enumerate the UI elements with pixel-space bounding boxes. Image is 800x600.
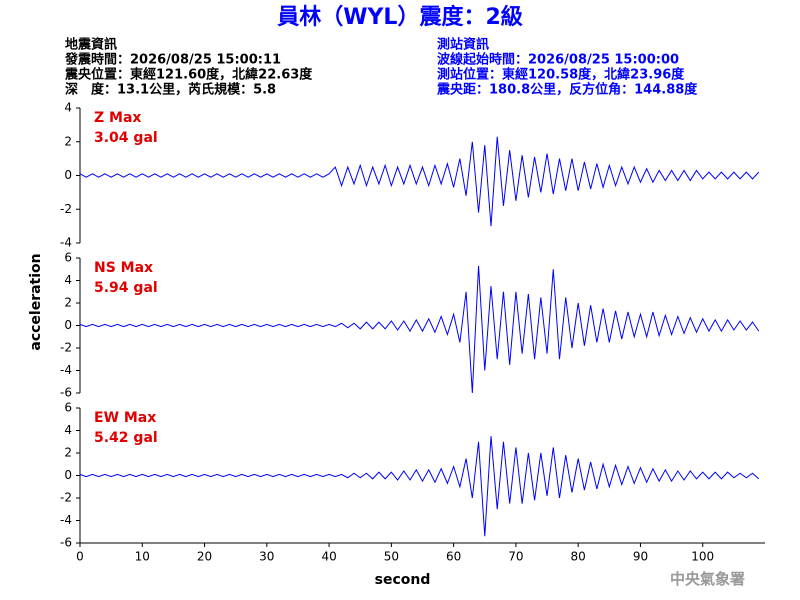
max-annotation: Z Max (94, 110, 141, 126)
x-axis-label: second (375, 572, 431, 588)
x-tick-label: 0 (76, 550, 84, 564)
y-tick-label: -4 (60, 363, 72, 377)
y-tick-label: 4 (64, 101, 72, 115)
y-tick-label: 4 (64, 273, 72, 287)
waveform (79, 436, 760, 537)
y-tick-label: 4 (64, 423, 72, 437)
x-tick-label: 10 (135, 550, 150, 564)
event-info: 震央位置：東經121.60度，北緯22.63度 (64, 67, 313, 83)
y-tick-label: 2 (64, 446, 72, 460)
x-tick-label: 90 (633, 550, 648, 564)
max-annotation: NS Max (94, 260, 153, 276)
x-tick-label: 40 (321, 550, 336, 564)
y-tick-label: 0 (64, 318, 72, 332)
x-tick-label: 100 (691, 550, 714, 564)
y-tick-label: -4 (60, 513, 72, 527)
y-tick-label: -6 (60, 386, 72, 400)
y-tick-label: -2 (60, 202, 72, 216)
event-info: 地震資訊 (65, 37, 117, 53)
y-tick-label: -4 (60, 236, 72, 250)
footer: 中央氣象署 (670, 570, 745, 588)
y-tick-label: 2 (64, 296, 72, 310)
x-tick-label: 50 (384, 550, 399, 564)
y-axis-label: acceleration (28, 253, 44, 350)
event-info: 發震時間：2026/08/25 15:00:11 (64, 52, 281, 68)
waveform (79, 136, 760, 227)
y-tick-label: 2 (64, 134, 72, 148)
y-tick-label: -6 (60, 536, 72, 550)
y-tick-label: 0 (64, 468, 72, 482)
station-info: 震央距：180.8公里，反方位角：144.88度 (436, 82, 698, 98)
station-info: 測站資訊 (437, 37, 489, 53)
y-tick-label: -2 (60, 491, 72, 505)
y-tick-label: 6 (64, 401, 72, 415)
x-tick-label: 80 (571, 550, 586, 564)
y-tick-label: 0 (64, 168, 72, 182)
x-tick-label: 20 (197, 550, 212, 564)
station-info: 測站位置：東經120.58度，北緯23.96度 (437, 67, 685, 83)
x-tick-label: 60 (446, 550, 461, 564)
x-tick-label: 70 (508, 550, 523, 564)
y-tick-label: -2 (60, 341, 72, 355)
max-annotation: 3.04 gal (94, 130, 158, 146)
title: 員林（WYL）震度：2級 (276, 4, 523, 30)
x-tick-label: 30 (259, 550, 274, 564)
max-annotation: 5.94 gal (94, 280, 158, 296)
max-annotation: EW Max (94, 410, 156, 426)
waveform (79, 265, 760, 394)
y-tick-label: 6 (64, 251, 72, 265)
max-annotation: 5.42 gal (94, 430, 158, 446)
station-info: 波線起始時間：2026/08/25 15:00:00 (437, 52, 679, 68)
event-info: 深 度：13.1公里，芮氏規模：5.8 (65, 82, 276, 98)
